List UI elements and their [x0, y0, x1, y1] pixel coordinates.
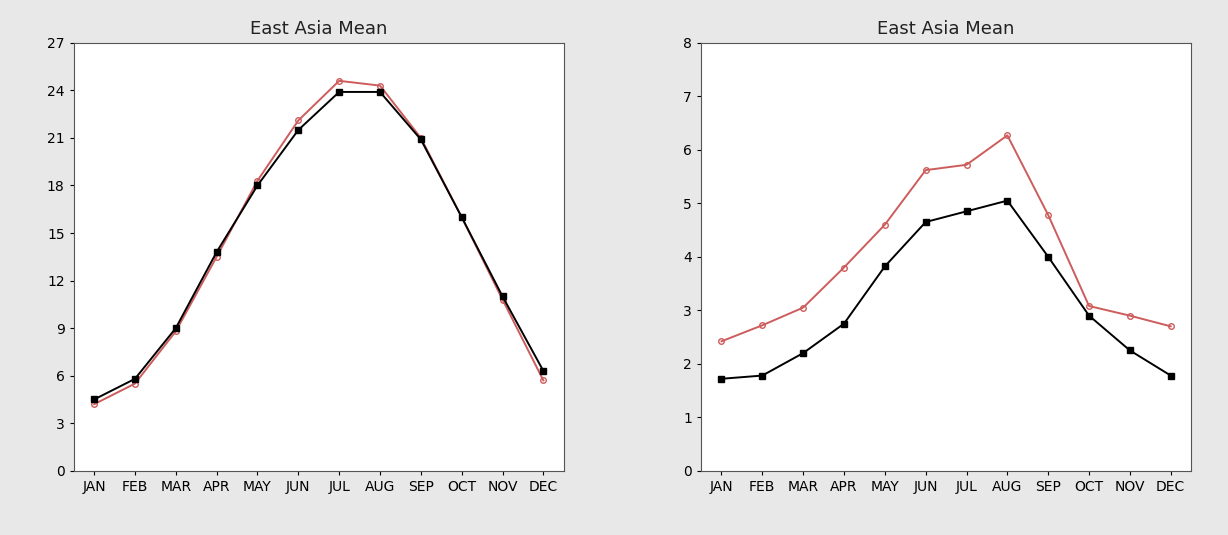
Title: East Asia Mean: East Asia Mean — [878, 20, 1014, 39]
Title: East Asia Mean: East Asia Mean — [251, 20, 387, 39]
